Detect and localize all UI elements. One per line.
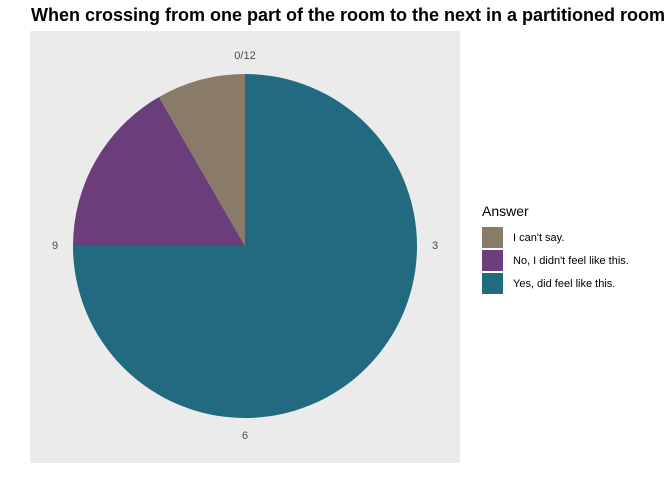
pie-slice-2 <box>73 97 245 246</box>
legend-label: No, I didn't feel like this. <box>513 254 629 267</box>
legend-key <box>482 273 503 294</box>
angle-tick-label: 9 <box>52 240 58 252</box>
legend-title: Answer <box>482 203 529 219</box>
pie-slice-1 <box>159 74 245 246</box>
angle-tick-label: 6 <box>242 430 248 442</box>
legend-items: I can't say. No, I didn't feel like this.… <box>482 226 629 295</box>
legend-label: I can't say. <box>513 231 565 244</box>
pie-slices <box>73 74 417 418</box>
legend-item: Yes, did feel like this. <box>482 272 629 295</box>
angle-tick-label: 0/12 <box>234 50 255 62</box>
legend-key <box>482 250 503 271</box>
chart-title: When crossing from one part of the room … <box>31 5 666 25</box>
legend-item: I can't say. <box>482 226 629 249</box>
legend-key <box>482 227 503 248</box>
legend: Answer I can't say. No, I didn't feel lik… <box>482 203 629 295</box>
angle-tick-labels: 0/12 3 6 9 <box>52 50 438 442</box>
legend-item: No, I didn't feel like this. <box>482 249 629 272</box>
legend-label: Yes, did feel like this. <box>513 277 616 290</box>
angle-tick-label: 3 <box>432 240 438 252</box>
